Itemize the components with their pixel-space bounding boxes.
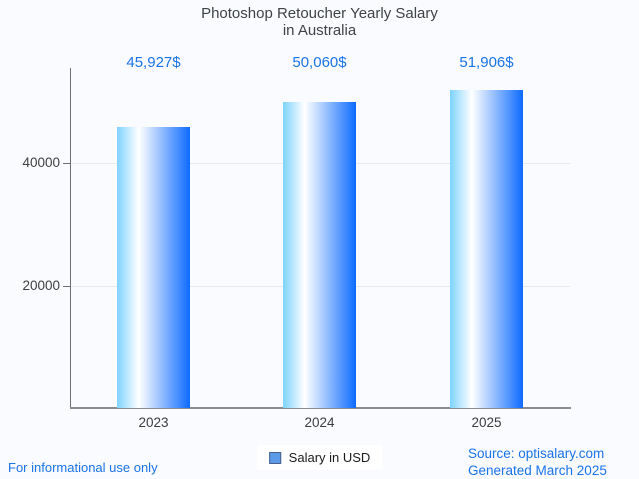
y-axis-line [70, 68, 71, 408]
chart-title: Photoshop Retoucher Yearly Salary in Aus… [0, 5, 639, 39]
source-attribution: Source: optisalary.com Generated March 2… [468, 445, 607, 479]
legend-item-salary-in-usd[interactable]: Salary in USD [256, 445, 383, 470]
y-tick-label-20000: 20000 [22, 278, 60, 293]
y-tick-mark-40000 [63, 163, 70, 164]
bar-value-label-2025: 51,906$ [459, 54, 514, 71]
bar-2023[interactable] [117, 127, 190, 408]
chart-title-line1: Photoshop Retoucher Yearly Salary [201, 5, 438, 22]
bar-value-label-2024: 50,060$ [292, 54, 347, 71]
bar-2024[interactable] [283, 102, 356, 408]
legend-label: Salary in USD [288, 450, 371, 465]
generated-date-line: Generated March 2025 [468, 463, 607, 478]
disclaimer-text: For informational use only [8, 460, 158, 475]
legend-swatch-icon [268, 451, 281, 464]
bar-2025[interactable] [450, 90, 523, 408]
bar-value-label-2023: 45,927$ [126, 54, 181, 71]
chart-title-line2: in Australia [282, 22, 357, 39]
y-tick-mark-20000 [63, 286, 70, 287]
x-axis-label-2023: 2023 [138, 415, 169, 430]
x-axis-label-2024: 2024 [304, 415, 335, 430]
source-line: Source: optisalary.com [468, 446, 605, 461]
x-axis-label-2025: 2025 [471, 415, 502, 430]
x-axis-line [70, 407, 571, 409]
y-tick-label-40000: 40000 [22, 155, 60, 170]
